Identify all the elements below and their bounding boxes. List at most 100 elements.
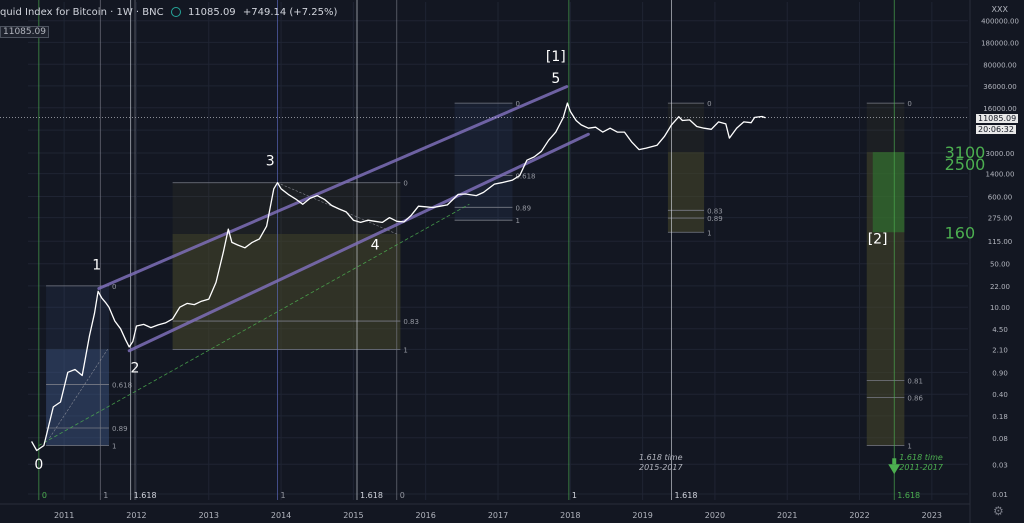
axis-currency-label: XXX bbox=[991, 5, 1008, 14]
y-tick-label: 0.18 bbox=[992, 413, 1008, 421]
x-tick-label: 2012 bbox=[126, 511, 146, 520]
fib-level-label: 0.86 bbox=[907, 395, 923, 403]
vline-label: 1 bbox=[280, 491, 285, 500]
time-note: 2011-2017 bbox=[899, 463, 944, 472]
y-tick-label: 16000.00 bbox=[983, 105, 1016, 113]
fib-level-label: 1 bbox=[403, 346, 407, 354]
y-tick-label: 180000.00 bbox=[981, 39, 1019, 47]
y-tick-label: 2.10 bbox=[992, 346, 1008, 354]
bar-countdown-timer: 20:06:32 bbox=[976, 125, 1016, 134]
current-price-marker: 11085.09 bbox=[976, 114, 1019, 123]
down-arrow-icon bbox=[888, 464, 901, 475]
wave-label: 3 bbox=[266, 153, 275, 169]
wave-label: 5 bbox=[551, 71, 560, 87]
fib-level-label: 1 bbox=[907, 443, 911, 451]
vline-label: 1 bbox=[572, 491, 577, 500]
gear-icon[interactable]: ⚙ bbox=[993, 504, 1004, 518]
symbol-title[interactable]: quid Index for Bitcoin · 1W · BNC bbox=[0, 7, 164, 18]
fib-box bbox=[172, 182, 401, 350]
upper-channel-line bbox=[97, 85, 569, 290]
fib-level-label: 0.89 bbox=[515, 204, 531, 212]
dashed-trend-line bbox=[38, 203, 470, 446]
vline-label: 1.618 bbox=[360, 491, 383, 500]
x-tick-label: 2023 bbox=[922, 511, 942, 520]
y-tick-label: 0.08 bbox=[992, 435, 1008, 443]
y-tick-label: 22.00 bbox=[990, 283, 1010, 291]
x-tick-label: 2011 bbox=[54, 511, 74, 520]
fib-level-label: 1 bbox=[112, 443, 116, 451]
lower-channel-line bbox=[127, 132, 590, 353]
wave-label: [1] bbox=[546, 49, 566, 65]
y-tick-label: 36000.00 bbox=[983, 83, 1016, 91]
fib-fill-zone bbox=[667, 152, 705, 233]
vline-label: 1.618 bbox=[675, 491, 698, 500]
y-tick-label: 0.03 bbox=[992, 461, 1008, 469]
fib-diagonal bbox=[49, 349, 108, 439]
target-price-label: 2500 bbox=[945, 155, 986, 174]
x-tick-label: 2014 bbox=[271, 511, 291, 520]
wave-label: 4 bbox=[371, 237, 380, 253]
vline-label: 1.618 bbox=[897, 491, 920, 500]
price-change: +749.14 (+7.25%) bbox=[242, 7, 338, 18]
fib-box bbox=[667, 103, 705, 233]
price-series-line bbox=[31, 102, 766, 452]
time-note: 1.618 time bbox=[899, 453, 943, 462]
fib-level-label: 0.618 bbox=[515, 172, 535, 180]
fib-level-label: 0.83 bbox=[403, 318, 419, 326]
y-tick-label: 600.00 bbox=[988, 194, 1013, 202]
y-tick-label: 3000.00 bbox=[986, 150, 1015, 158]
fib-level-label: 1 bbox=[515, 217, 519, 225]
x-tick-label: 2017 bbox=[488, 511, 508, 520]
x-tick-label: 2022 bbox=[849, 511, 869, 520]
target-price-label: 160 bbox=[945, 223, 976, 242]
fib-box bbox=[454, 103, 513, 221]
time-note: 1.618 time bbox=[639, 453, 683, 462]
y-tick-label: 400000.00 bbox=[981, 18, 1019, 26]
fib-level-label: 1 bbox=[707, 229, 711, 237]
x-tick-label: 2013 bbox=[199, 511, 219, 520]
fib-level-label: 0.81 bbox=[907, 377, 923, 385]
y-tick-label: 0.90 bbox=[992, 369, 1008, 377]
x-tick-label: 2019 bbox=[632, 511, 652, 520]
market-status-icon bbox=[170, 7, 181, 17]
y-tick-label: 50.00 bbox=[990, 261, 1010, 269]
vline-label: 0 bbox=[400, 491, 405, 500]
vline-label: 1.618 bbox=[134, 491, 157, 500]
y-tick-label: 0.01 bbox=[992, 491, 1008, 499]
fib-level-label: 0 bbox=[907, 100, 911, 108]
target-price-label: 3100 bbox=[945, 143, 986, 162]
wave-label: 2 bbox=[131, 360, 140, 376]
y-tick-label: 10.00 bbox=[990, 304, 1010, 312]
target-zone bbox=[872, 152, 905, 233]
y-tick-label: 1400.00 bbox=[986, 171, 1015, 179]
price-input-box[interactable]: 11085.09 bbox=[0, 26, 49, 38]
fib-level-label: 0 bbox=[403, 180, 407, 188]
x-tick-label: 2020 bbox=[705, 511, 725, 520]
y-tick-label: 80000.00 bbox=[983, 61, 1016, 69]
vline-label: 0 bbox=[42, 491, 47, 500]
fib-level-label: 0.89 bbox=[112, 425, 128, 433]
fib-fill-zone bbox=[46, 349, 109, 446]
fib-level-label: 0.618 bbox=[112, 382, 132, 390]
fib-box bbox=[46, 285, 109, 446]
fib-fill-zone bbox=[172, 234, 401, 350]
y-tick-label: 275.00 bbox=[988, 215, 1013, 223]
y-tick-label: 115.00 bbox=[988, 238, 1013, 246]
chart-header: quid Index for Bitcoin · 1W · BNC 11085.… bbox=[0, 7, 337, 18]
fib-level-label: 0.89 bbox=[707, 215, 723, 223]
fib-level-label: 0.83 bbox=[707, 207, 723, 215]
fib-level-label: 0 bbox=[707, 100, 711, 108]
time-note: 2015-2017 bbox=[639, 463, 684, 472]
fib-level-label: 0 bbox=[112, 283, 116, 291]
down-arrow-icon-stem bbox=[892, 458, 897, 465]
wave-label: 0 bbox=[34, 457, 43, 473]
x-tick-label: 2018 bbox=[560, 511, 580, 520]
wave-label: [2] bbox=[868, 232, 888, 248]
ohlc-value: 11085.09 bbox=[187, 7, 236, 18]
fib-level-label: 0 bbox=[515, 100, 519, 108]
vline-label: 1 bbox=[103, 491, 108, 500]
wave-label: 1 bbox=[92, 258, 101, 274]
x-tick-label: 2016 bbox=[416, 511, 436, 520]
